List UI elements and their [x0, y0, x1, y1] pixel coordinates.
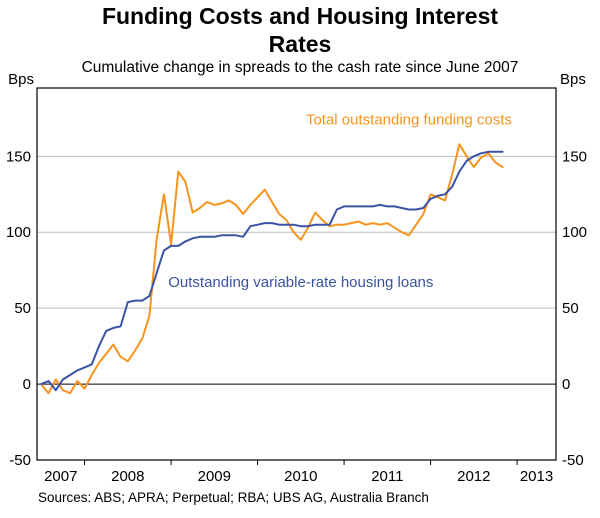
y-tick-label-left: -50: [9, 452, 31, 469]
y-axis-unit-right: Bps: [560, 71, 586, 88]
y-tick-label-right: 150: [562, 148, 587, 165]
x-tick-label: 2007: [44, 468, 77, 485]
chart-title: Funding Costs and Housing Interest Rates: [0, 2, 600, 58]
y-tick-label-left: 150: [6, 148, 31, 165]
plot-frame: [36, 87, 557, 461]
x-tick-label: 2010: [284, 468, 317, 485]
source-note: Sources: ABS; APRA; Perpetual; RBA; UBS …: [38, 490, 429, 505]
x-tick-label: 2013: [520, 468, 553, 485]
y-tick-label-right: 50: [562, 300, 579, 317]
y-tick-label-right: -50: [562, 452, 584, 469]
chart-subtitle: Cumulative change in spreads to the cash…: [81, 59, 519, 76]
y-axis-unit-left: Bps: [8, 71, 34, 88]
x-tick-label: 2012: [457, 468, 490, 485]
x-tick-label: 2008: [111, 468, 144, 485]
series-line: [40, 150, 504, 392]
x-tick-label: 2011: [371, 468, 403, 485]
y-tick-label-right: 0: [562, 376, 570, 393]
chart-title-line1: Funding Costs and Housing Interest: [101, 3, 499, 29]
y-tick-label-left: 50: [14, 300, 31, 317]
x-tick-label: 2009: [198, 468, 231, 485]
y-tick-label-right: 100: [562, 224, 587, 241]
y-tick-label-left: 100: [6, 224, 31, 241]
chart-title-line2: Rates: [268, 31, 332, 57]
series-label: Total outstanding funding costs: [306, 111, 512, 128]
series-label: Outstanding variable-rate housing loans: [168, 274, 433, 291]
series-line: [40, 143, 504, 395]
y-tick-label-left: 0: [23, 376, 31, 393]
